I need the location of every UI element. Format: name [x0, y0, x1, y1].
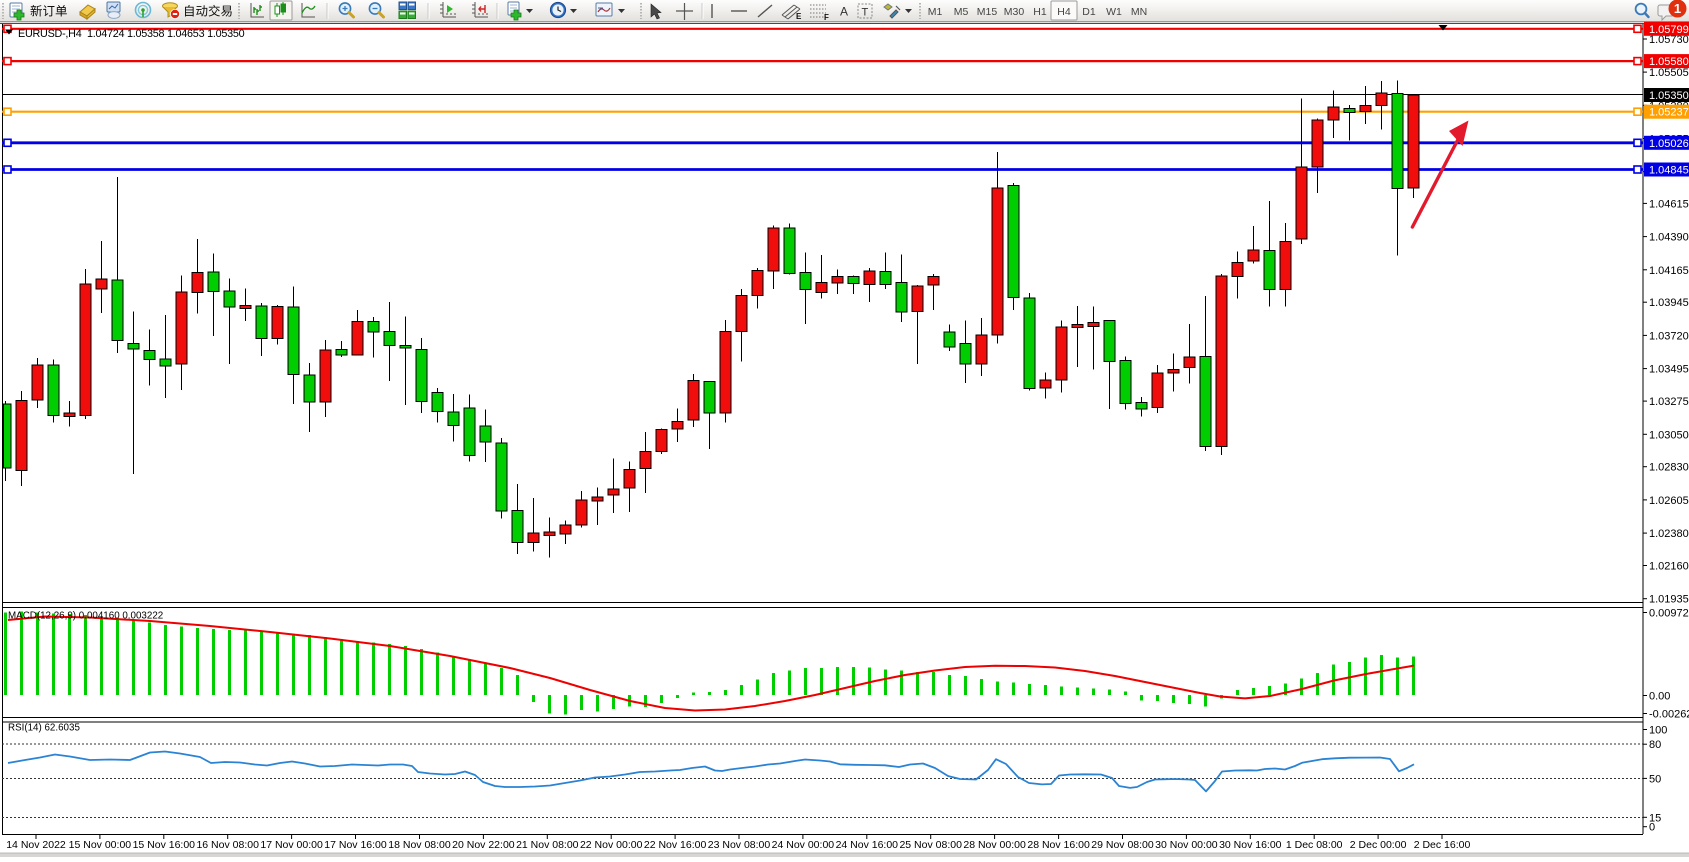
svg-text:A: A [840, 5, 848, 19]
svg-text:1.02605: 1.02605 [1649, 495, 1689, 507]
svg-text:RSI(14) 62.6035: RSI(14) 62.6035 [8, 723, 80, 734]
svg-text:1.03495: 1.03495 [1649, 364, 1689, 376]
svg-text:20 Nov 22:00: 20 Nov 22:00 [452, 839, 515, 851]
svg-text:H1: H1 [1033, 6, 1047, 18]
svg-text:14 Nov 2022: 14 Nov 2022 [6, 839, 66, 851]
svg-text:MACD(12,26,9) 0.004160 0.00322: MACD(12,26,9) 0.004160 0.003222 [8, 611, 163, 622]
svg-text:EURUSD-,H4 1.04724 1.05358 1.: EURUSD-,H4 1.04724 1.05358 1.04653 1.053… [18, 28, 245, 40]
svg-text:0.00: 0.00 [1649, 691, 1670, 703]
svg-text:15: 15 [1649, 812, 1661, 824]
svg-text:1.02830: 1.02830 [1649, 462, 1689, 474]
svg-text:M15: M15 [977, 6, 998, 18]
svg-text:1.04390: 1.04390 [1649, 232, 1689, 244]
svg-text:1.03720: 1.03720 [1649, 330, 1689, 342]
svg-text:M1: M1 [928, 6, 943, 18]
svg-text:17 Nov 16:00: 17 Nov 16:00 [324, 839, 387, 851]
svg-text:1.05799: 1.05799 [1649, 24, 1689, 36]
svg-text:0: 0 [1649, 822, 1655, 834]
svg-text:25 Nov 08:00: 25 Nov 08:00 [899, 839, 962, 851]
svg-text:F: F [824, 13, 829, 22]
svg-text:1.05350: 1.05350 [1649, 90, 1689, 102]
svg-text:1.03050: 1.03050 [1649, 429, 1689, 441]
svg-text:15 Nov 00:00: 15 Nov 00:00 [69, 839, 132, 851]
svg-text:1.04845: 1.04845 [1649, 165, 1689, 177]
svg-text:W1: W1 [1106, 6, 1122, 18]
svg-text:D1: D1 [1082, 6, 1096, 18]
svg-text:M5: M5 [954, 6, 969, 18]
svg-text:24 Nov 00:00: 24 Nov 00:00 [772, 839, 835, 851]
svg-text:1.01935: 1.01935 [1649, 594, 1689, 606]
svg-text:1.05505: 1.05505 [1649, 67, 1689, 79]
svg-text:15 Nov 16:00: 15 Nov 16:00 [133, 839, 196, 851]
svg-text:H4: H4 [1057, 6, 1071, 18]
svg-text:1.03275: 1.03275 [1649, 396, 1689, 408]
svg-text:22 Nov 00:00: 22 Nov 00:00 [580, 839, 643, 851]
svg-text:17 Nov 00:00: 17 Nov 00:00 [260, 839, 323, 851]
svg-text:2 Dec 16:00: 2 Dec 16:00 [1414, 839, 1471, 851]
svg-text:50: 50 [1649, 773, 1661, 785]
svg-text:22 Nov 16:00: 22 Nov 16:00 [644, 839, 707, 851]
svg-text:1.05730: 1.05730 [1649, 34, 1689, 46]
svg-text:2 Dec 00:00: 2 Dec 00:00 [1350, 839, 1407, 851]
svg-text:-0.00262: -0.00262 [1649, 709, 1689, 721]
svg-text:1.04165: 1.04165 [1649, 265, 1689, 277]
svg-text:29 Nov 08:00: 29 Nov 08:00 [1091, 839, 1154, 851]
svg-text:80: 80 [1649, 739, 1661, 751]
svg-text:1.05237: 1.05237 [1649, 107, 1689, 119]
svg-text:1.03945: 1.03945 [1649, 297, 1689, 309]
svg-text:MN: MN [1131, 6, 1147, 18]
svg-text:1.05026: 1.05026 [1649, 138, 1689, 150]
svg-text:18 Nov 08:00: 18 Nov 08:00 [388, 839, 451, 851]
svg-text:30 Nov 16:00: 30 Nov 16:00 [1219, 839, 1282, 851]
svg-text:1.05580: 1.05580 [1649, 56, 1689, 68]
svg-text:0.00972: 0.00972 [1649, 608, 1689, 620]
svg-text:1.02380: 1.02380 [1649, 528, 1689, 540]
svg-text:1 Dec 08:00: 1 Dec 08:00 [1286, 839, 1343, 851]
svg-text:1.02160: 1.02160 [1649, 561, 1689, 573]
svg-text:100: 100 [1649, 725, 1667, 737]
svg-text:21 Nov 08:00: 21 Nov 08:00 [516, 839, 579, 851]
svg-text:16 Nov 08:00: 16 Nov 08:00 [196, 839, 259, 851]
svg-text:30 Nov 00:00: 30 Nov 00:00 [1155, 839, 1218, 851]
svg-text:M30: M30 [1004, 6, 1025, 18]
svg-text:28 Nov 00:00: 28 Nov 00:00 [963, 839, 1026, 851]
svg-text:24 Nov 16:00: 24 Nov 16:00 [836, 839, 899, 851]
svg-text:E: E [796, 12, 802, 21]
svg-text:23 Nov 08:00: 23 Nov 08:00 [708, 839, 771, 851]
svg-text:1: 1 [1674, 1, 1681, 16]
svg-text:T: T [862, 7, 869, 19]
svg-text:28 Nov 16:00: 28 Nov 16:00 [1027, 839, 1090, 851]
svg-text:1.04615: 1.04615 [1649, 198, 1689, 210]
